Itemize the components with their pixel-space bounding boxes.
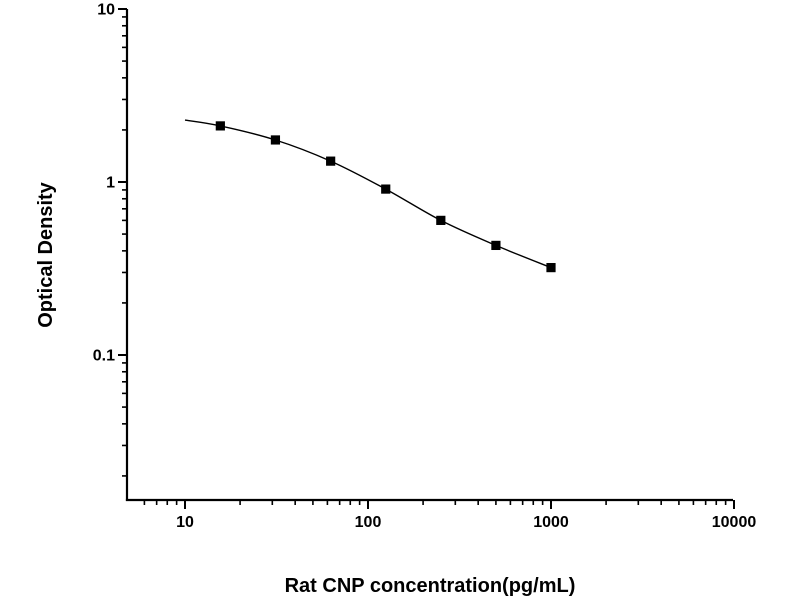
x-axis-title: Rat CNP concentration(pg/mL) [285, 575, 576, 597]
y-tick-label: 0.1 [93, 348, 115, 365]
chart-series-layer [184, 119, 556, 273]
data-point-marker [436, 215, 446, 225]
x-tick-label: 10000 [712, 514, 757, 531]
y-tick-label: 1 [106, 175, 115, 192]
data-point-marker [270, 135, 281, 145]
x-tick-label: 100 [355, 514, 382, 531]
y-axis-title: Optical Density [35, 181, 57, 327]
data-point-marker [491, 240, 501, 251]
data-point-marker [381, 184, 391, 194]
chart-axes-layer: 10 100 1000 10000 10 1 0.1 [93, 2, 757, 532]
x-tick-label: 1000 [533, 514, 569, 531]
x-tick-label: 10 [176, 514, 194, 531]
data-point-marker [546, 263, 556, 273]
data-point-marker [215, 121, 225, 131]
y-tick-label: 10 [97, 2, 115, 19]
data-point-marker [326, 156, 336, 166]
